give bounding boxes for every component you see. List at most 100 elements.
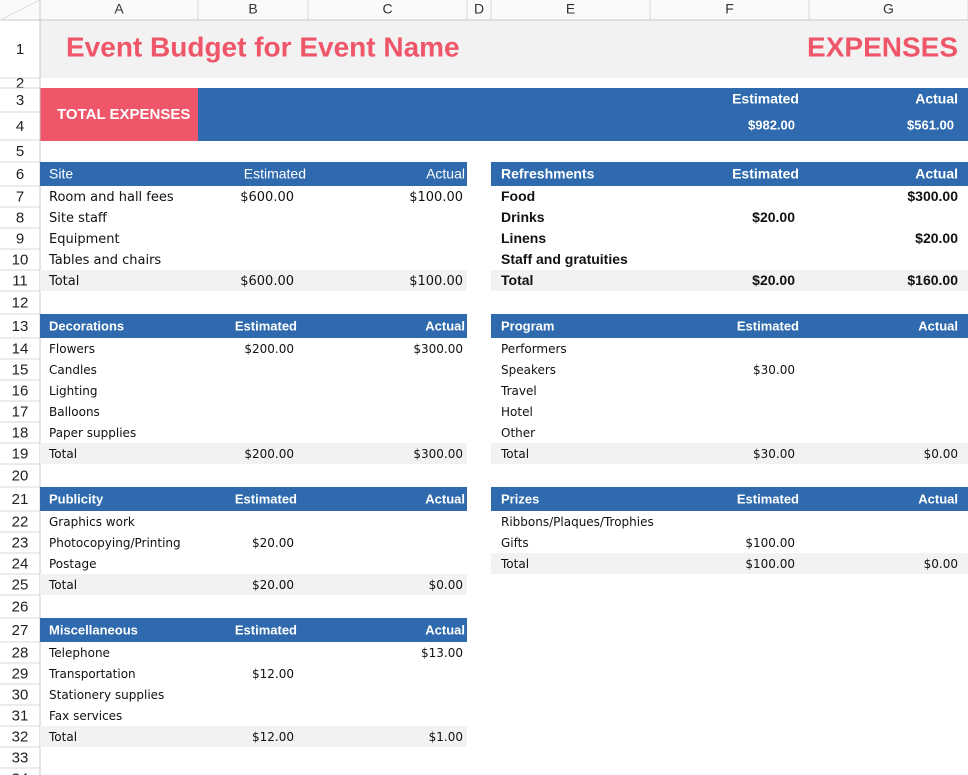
row-header: 7 [16, 188, 24, 205]
actual-header: Actual [915, 166, 958, 182]
row-header: 5 [16, 143, 24, 160]
estimated-value: $200.00 [244, 342, 294, 356]
column-header: D [474, 1, 484, 17]
row-header: 32 [12, 728, 29, 745]
section-header-band [491, 487, 968, 511]
row-header: 23 [12, 534, 29, 551]
section-header-band [40, 487, 467, 511]
item-label: Staff and gratuities [501, 251, 628, 267]
item-label: Stationery supplies [49, 688, 164, 702]
actual-value: $300.00 [413, 342, 463, 356]
item-label: Flowers [49, 342, 95, 356]
title-band [40, 20, 968, 78]
section-title: Refreshments [501, 166, 595, 182]
row-header: 10 [12, 251, 29, 268]
total-label: Total [48, 730, 77, 744]
item-label: Performers [501, 342, 567, 356]
row-number: 9 [16, 230, 24, 247]
row-number: 15 [12, 361, 29, 378]
row-header: 19 [12, 445, 29, 462]
column-header: C [382, 1, 392, 17]
title: Event Budget for Event Name [66, 31, 460, 62]
row-number: 20 [12, 467, 29, 484]
item-label: Telephone [48, 646, 110, 660]
item-label: Equipment [49, 232, 120, 247]
estimated-value: $20.00 [252, 578, 294, 592]
summary-band [198, 88, 968, 141]
total-label: Total [48, 447, 77, 461]
column-header: B [248, 1, 257, 17]
estimated-value: $20.00 [252, 536, 294, 550]
section-header-band [40, 314, 467, 338]
row-header: 13 [12, 318, 29, 335]
actual-value: $300.00 [413, 447, 463, 461]
actual-value: $0.00 [924, 447, 958, 461]
row-header: 3 [16, 92, 24, 109]
estimated-header: Estimated [737, 318, 799, 333]
row-number: 17 [12, 403, 29, 420]
summary-actual: $561.00 [907, 117, 954, 132]
row-header: 30 [12, 686, 29, 703]
item-label: Food [501, 188, 535, 204]
row-header: 14 [12, 340, 29, 357]
row-header: 33 [12, 749, 29, 766]
row-number: 12 [12, 294, 29, 311]
item-label: Gifts [501, 536, 529, 550]
actual-value: $160.00 [907, 272, 958, 288]
row-number: 13 [12, 318, 29, 335]
total-row-band [491, 443, 968, 464]
item-label: Site staff [49, 211, 108, 226]
row-number: 29 [12, 665, 29, 682]
row-header: 18 [12, 424, 29, 441]
expenses-label: EXPENSES [807, 31, 958, 62]
row-header: 9 [16, 230, 24, 247]
estimated-value: $20.00 [752, 272, 795, 288]
row-header: 24 [12, 555, 29, 572]
summary-estimated: $982.00 [748, 117, 795, 132]
column-header: F [725, 1, 734, 17]
item-label: Room and hall fees [49, 190, 174, 205]
total-row-band [40, 443, 467, 464]
row-header: 34 [12, 770, 29, 775]
row-number: 25 [12, 576, 29, 593]
section-title: Publicity [49, 491, 104, 506]
item-label: Postage [49, 557, 96, 571]
column-header: G [883, 1, 894, 17]
item-label: Drinks [501, 209, 545, 225]
row-number: 23 [12, 534, 29, 551]
actual-value: $100.00 [409, 190, 463, 205]
row-header: 27 [12, 622, 29, 639]
row-number: 6 [16, 166, 24, 183]
section-title: Site [49, 166, 73, 182]
row-number: 18 [12, 424, 29, 441]
actual-header: Actual [918, 491, 958, 506]
actual-value: $0.00 [429, 578, 463, 592]
item-label: Paper supplies [49, 426, 136, 440]
row-number: 33 [12, 749, 29, 766]
item-label: Travel [500, 384, 537, 398]
column-header: A [114, 1, 124, 17]
estimated-value: $30.00 [753, 447, 795, 461]
estimated-value: $12.00 [252, 730, 294, 744]
row-header: 26 [12, 598, 29, 615]
section-header-band [40, 618, 467, 642]
row-number: 26 [12, 598, 29, 615]
row-header: 25 [12, 576, 29, 593]
row-header: 28 [12, 644, 29, 661]
item-label: Ribbons/Plaques/Trophies [501, 515, 654, 529]
row-header: 12 [12, 294, 29, 311]
row-header: 31 [12, 707, 29, 724]
total-box [40, 88, 198, 141]
section-title: Program [501, 318, 554, 333]
row-number: 10 [12, 251, 29, 268]
item-label: Fax services [49, 709, 122, 723]
row-number: 31 [12, 707, 29, 724]
row-header: 15 [12, 361, 29, 378]
row-number: 34 [12, 770, 29, 775]
actual-header: Actual [426, 166, 465, 182]
estimated-value: $30.00 [753, 363, 795, 377]
row-header: 29 [12, 665, 29, 682]
row-number: 32 [12, 728, 29, 745]
actual-header: Actual [918, 318, 958, 333]
